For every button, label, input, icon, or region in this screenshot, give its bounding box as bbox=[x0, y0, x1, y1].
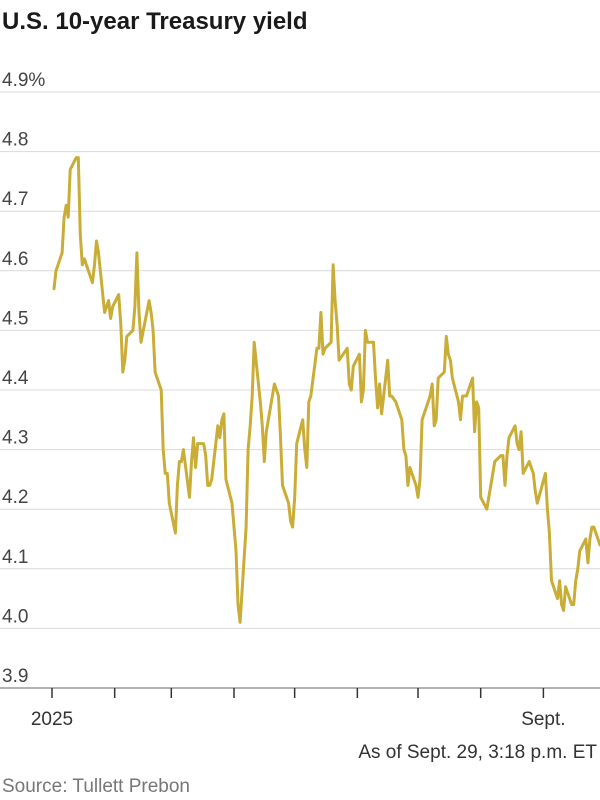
source-note: Source: Tullett Prebon bbox=[2, 776, 190, 797]
x-tick-label: Sept. bbox=[521, 709, 565, 730]
series-layer bbox=[52, 156, 600, 624]
y-tick-label: 3.9 bbox=[2, 666, 28, 687]
y-tick-label: 4.4 bbox=[2, 368, 29, 389]
y-tick-label: 4.0 bbox=[2, 606, 28, 627]
y-tick-label: 4.5 bbox=[2, 308, 28, 329]
gridlines bbox=[0, 91, 600, 629]
timestamp-note: As of Sept. 29, 3:18 p.m. ET bbox=[358, 742, 597, 763]
y-tick-label: 4.1 bbox=[2, 547, 28, 568]
yield-series-line bbox=[52, 156, 600, 624]
y-tick-label: 4.3 bbox=[2, 428, 28, 449]
y-tick-label: 4.9% bbox=[2, 70, 45, 91]
y-tick-label: 4.6 bbox=[2, 249, 28, 270]
x-tick-label: 2025 bbox=[31, 709, 73, 730]
y-axis-tick-labels: 4.9% 4.8 4.7 4.6 4.5 4.4 4.3 4.2 4.1 4.0 3.9 bbox=[2, 70, 45, 687]
y-tick-label: 4.7 bbox=[2, 189, 28, 210]
chart-title: U.S. 10-year Treasury yield bbox=[2, 8, 308, 35]
y-tick-label: 4.2 bbox=[2, 487, 28, 508]
x-axis: 2025 Sept. bbox=[0, 687, 600, 730]
y-tick-label: 4.8 bbox=[2, 130, 28, 151]
